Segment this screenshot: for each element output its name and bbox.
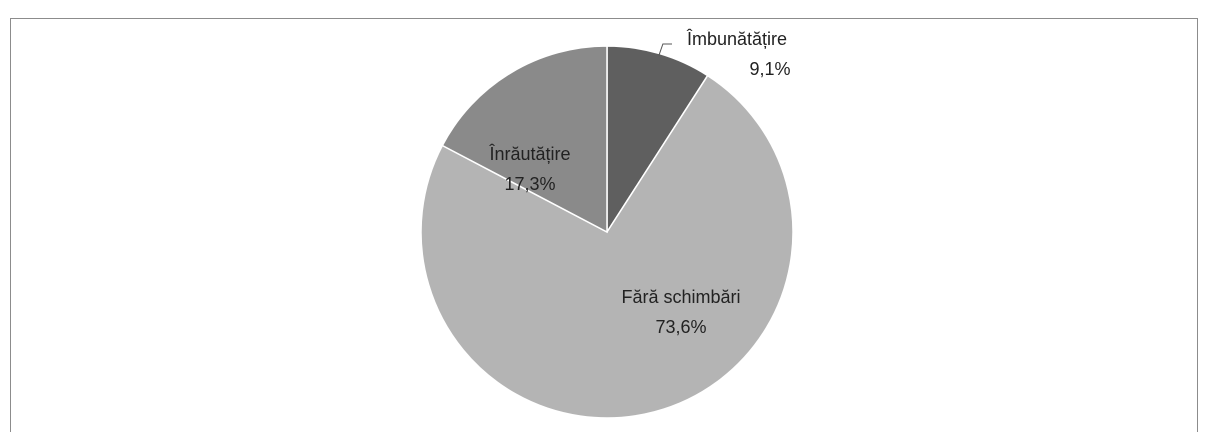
pie-slice	[420, 74, 794, 419]
slice-value-label: 17,3%	[504, 174, 555, 194]
slice-label: Îmbunătățire	[686, 29, 787, 49]
slice-label: Fără schimbări	[621, 287, 740, 307]
slice-label: Înrăutățire	[488, 144, 570, 164]
pie-slice	[441, 45, 608, 234]
leader-line	[658, 43, 672, 56]
slice-value-label: 9,1%	[749, 59, 790, 79]
slice-value-label: 73,6%	[655, 317, 706, 337]
